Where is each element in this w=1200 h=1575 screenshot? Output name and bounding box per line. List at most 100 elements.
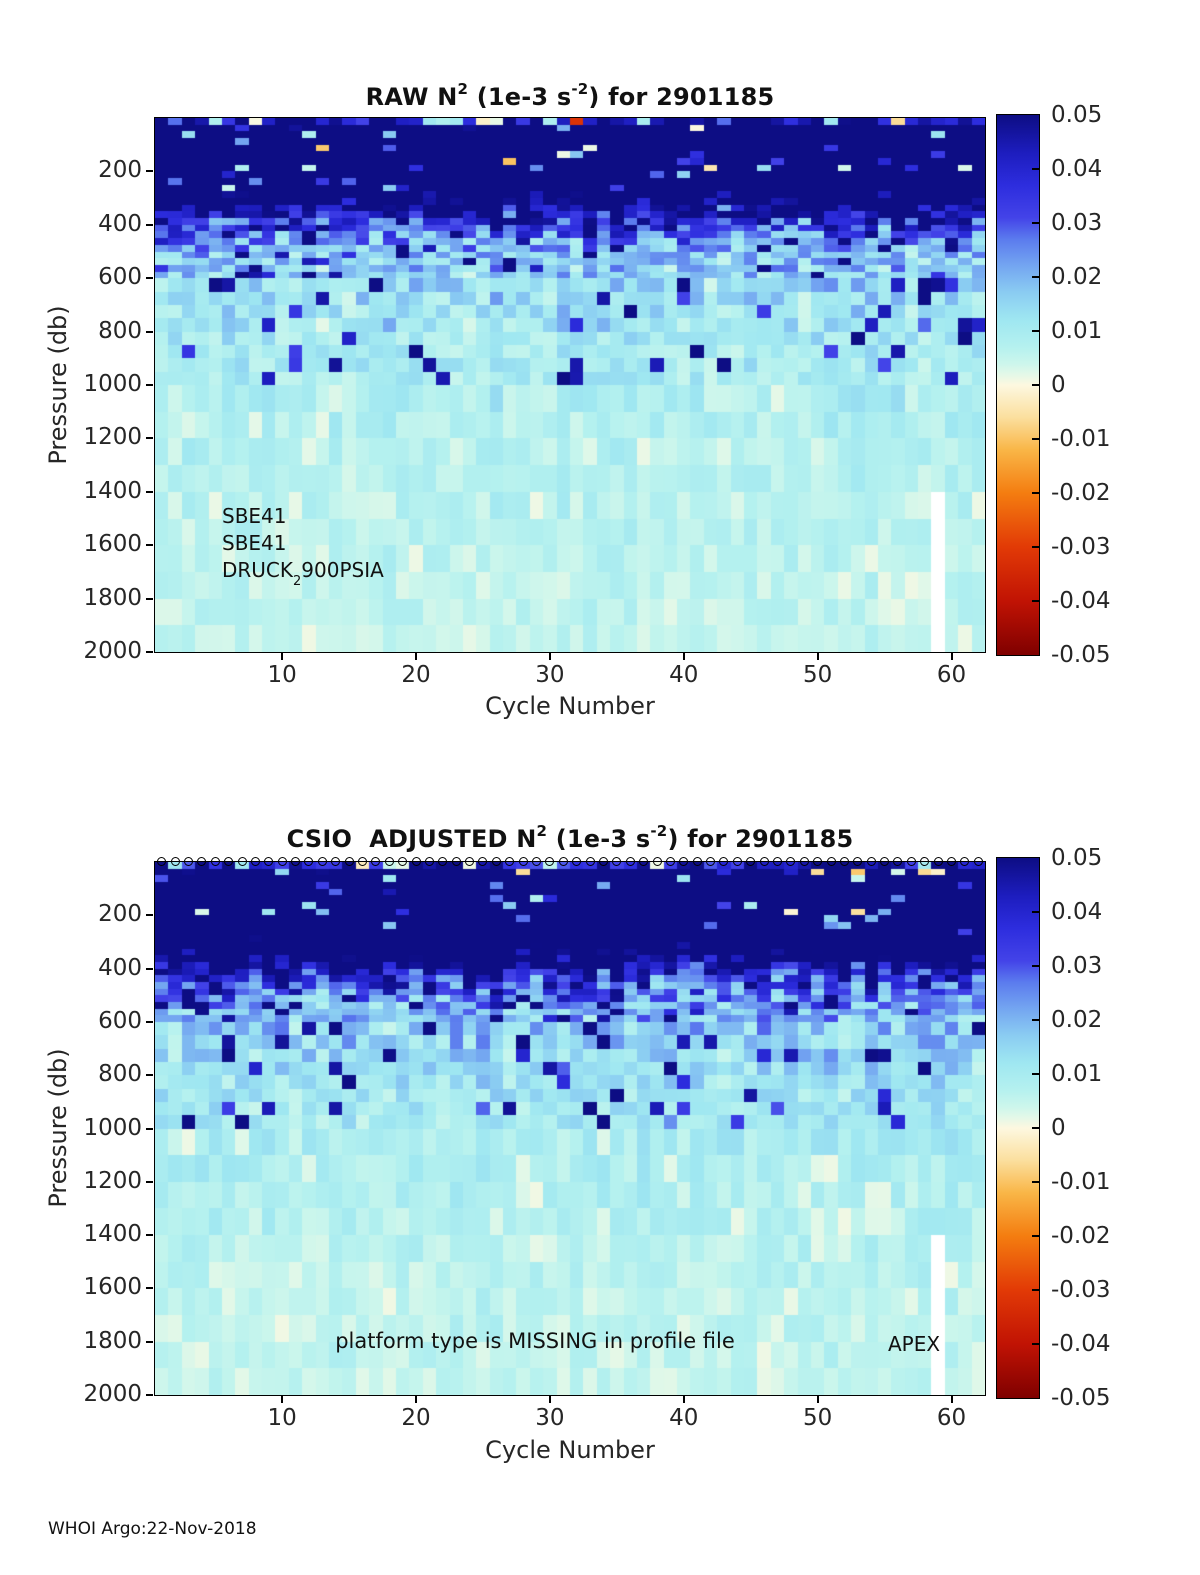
cycle-position-marker	[732, 857, 742, 866]
colorbar-tick-mark	[1032, 438, 1039, 440]
colorbar-tick-label: 0.04	[1051, 156, 1103, 182]
colorbar-tick-mark	[1032, 965, 1039, 967]
y-tick-mark	[146, 544, 153, 547]
y-tick-label: 1600	[83, 1274, 142, 1301]
cycle-position-marker	[933, 857, 943, 866]
x-tick-label: 10	[267, 1405, 297, 1431]
platform-type-label: APEX	[888, 1332, 941, 1356]
x-tick-mark	[281, 653, 284, 660]
colorbar-tick-label: 0.01	[1051, 1061, 1103, 1087]
cycle-position-marker	[424, 857, 434, 866]
x-tick-mark	[548, 653, 551, 660]
y-tick-mark	[146, 1287, 153, 1290]
colorbar-tick-mark	[1032, 1073, 1039, 1075]
y-tick-label: 2000	[83, 1381, 142, 1407]
cycle-position-marker	[264, 857, 274, 866]
x-tick-label: 40	[669, 662, 699, 688]
cycle-position-marker	[893, 857, 903, 866]
x-tick-label: 20	[401, 1405, 431, 1431]
colorbar-tick-mark	[1032, 1235, 1039, 1237]
y-tick-mark	[146, 597, 153, 600]
cycle-position-marker	[398, 857, 408, 866]
colorbar-tick-label: -0.02	[1051, 480, 1111, 506]
adjusted-title-suffix: ) for 2901185	[667, 825, 854, 853]
adjusted-title-sup-2: 2	[536, 822, 548, 840]
colorbar-tick-label: 0.01	[1051, 318, 1103, 344]
x-tick-label: 50	[803, 1405, 833, 1431]
colorbar-tick-mark	[1032, 222, 1039, 224]
colorbar-tick-label: 0.03	[1051, 953, 1103, 979]
y-tick-mark	[146, 914, 153, 917]
cycle-position-marker	[411, 857, 421, 866]
cycle-position-marker	[210, 857, 220, 866]
adjusted-heatmap-canvas	[155, 862, 985, 1395]
cycle-position-marker	[572, 857, 582, 866]
cycle-position-marker	[277, 857, 287, 866]
cycle-position-marker	[371, 857, 381, 866]
colorbar-tick-label: -0.04	[1051, 1331, 1111, 1357]
colorbar-tick-mark	[1032, 1289, 1039, 1291]
cycle-position-marker	[384, 857, 394, 866]
cycle-position-marker	[505, 857, 515, 866]
colorbar-tick-label: -0.01	[1051, 1169, 1111, 1195]
colorbar-tick-label: 0.04	[1051, 899, 1103, 925]
raw-druck-prefix: DRUCK	[222, 558, 294, 582]
y-tick-label: 600	[98, 1007, 142, 1034]
y-tick-label: 400	[98, 954, 142, 981]
cycle-position-marker	[237, 857, 247, 866]
y-tick-mark	[146, 1234, 153, 1237]
cycle-position-marker	[746, 857, 756, 866]
colorbar-tick-label: -0.05	[1051, 642, 1111, 668]
cycle-position-marker	[813, 857, 823, 866]
cycle-position-marker	[250, 857, 260, 866]
cycle-position-marker	[585, 857, 595, 866]
y-tick-label: 1000	[83, 1114, 142, 1141]
x-tick-mark	[415, 1396, 418, 1403]
colorbar-tick-label: 0.02	[1051, 1007, 1103, 1033]
y-tick-mark	[146, 1180, 153, 1183]
y-tick-label: 800	[98, 1061, 142, 1088]
cycle-position-marker	[291, 857, 301, 866]
raw-title-mid: (1e-3 s	[468, 83, 572, 111]
cycle-position-marker	[331, 857, 341, 866]
x-tick-label: 60	[936, 662, 967, 688]
raw-title-suffix: ) for 2901185	[588, 83, 775, 111]
x-tick-label: 60	[936, 1405, 967, 1431]
cycle-position-marker	[826, 857, 836, 866]
colorbar-tick-label: 0.05	[1051, 845, 1103, 871]
colorbar-tick-mark	[1032, 330, 1039, 332]
colorbar-tick-mark	[1032, 1127, 1039, 1129]
adjusted-title-prefix: CSIO ADJUSTED N	[286, 825, 537, 853]
colorbar-tick-label: -0.04	[1051, 588, 1111, 614]
x-tick-mark	[816, 653, 819, 660]
x-tick-mark	[682, 653, 685, 660]
cycle-position-marker	[183, 857, 193, 866]
y-tick-mark	[146, 1394, 153, 1396]
y-tick-label: 1200	[83, 424, 142, 451]
y-tick-mark	[146, 384, 153, 386]
y-tick-label: 1000	[83, 371, 142, 397]
colorbar-tick-label: -0.03	[1051, 534, 1111, 560]
cycle-position-marker	[558, 857, 568, 866]
y-tick-label: 800	[98, 317, 142, 344]
colorbar-tick-label: -0.02	[1051, 1223, 1111, 1249]
colorbar-tick-mark	[1032, 546, 1039, 548]
raw-plot-area	[154, 117, 986, 653]
x-tick-label: 10	[267, 662, 297, 688]
cycle-position-marker	[465, 857, 475, 866]
x-tick-label: 20	[401, 662, 431, 688]
colorbar-tick-mark	[1032, 1343, 1039, 1345]
colorbar-tick-label: 0	[1051, 372, 1066, 398]
cycle-position-marker	[170, 857, 180, 866]
cycle-position-marker	[866, 857, 876, 866]
cycle-position-marker	[625, 857, 635, 866]
platform-missing-note: platform type is MISSING in profile file	[335, 1329, 735, 1353]
cycle-position-marker	[639, 857, 649, 866]
colorbar-tick-mark	[1032, 600, 1039, 602]
cycle-position-marker	[759, 857, 769, 866]
cycle-position-marker	[853, 857, 863, 866]
colorbar-tick-mark	[1032, 1019, 1039, 1021]
raw-druck-sub: 2	[293, 574, 302, 589]
y-tick-label: 200	[98, 901, 142, 928]
